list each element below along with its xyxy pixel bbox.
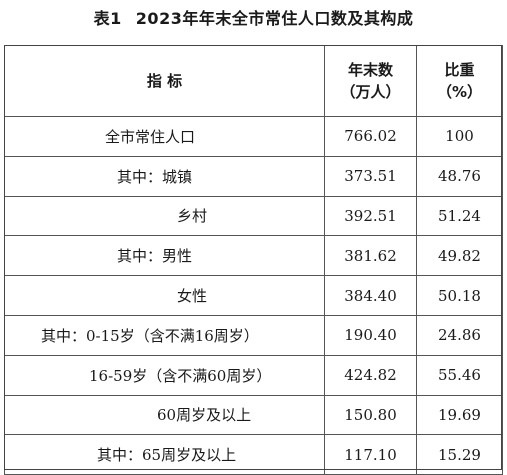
table-row: 女性 384.40 50.18 <box>4 275 503 316</box>
row-indicator: 16-59岁（含不满60周岁） <box>4 354 325 396</box>
header-share-line2: （%） <box>436 83 483 101</box>
row-share-value: 19.69 <box>416 394 503 436</box>
table-row: 其中：男性 381.62 49.82 <box>4 235 503 277</box>
row-indicator: 全市常住人口 <box>4 116 325 157</box>
row-share-value: 24.86 <box>416 314 503 356</box>
header-share-line1: 比重 <box>444 61 475 79</box>
row-year-end-value: 384.40 <box>324 275 417 316</box>
row-share-value: 48.76 <box>416 155 503 197</box>
row-year-end-value: 424.82 <box>324 354 417 396</box>
row-share-value: 49.82 <box>416 235 503 277</box>
table-frame <box>4 45 502 470</box>
table-number: 表1 <box>93 9 122 28</box>
row-year-end-value: 190.40 <box>324 314 417 356</box>
header-share: 比重 （%） <box>416 45 503 117</box>
table-row: 其中：城镇 373.51 48.76 <box>4 155 503 197</box>
row-share-value: 100 <box>416 116 503 157</box>
row-year-end-value: 381.62 <box>324 235 417 277</box>
table-row: 乡村 392.51 51.24 <box>4 195 503 237</box>
table-title-text: 2023年年末全市常住人口数及其构成 <box>135 9 414 28</box>
row-year-end-value: 117.10 <box>324 434 417 475</box>
header-indicator-label: 指 标 <box>146 72 183 90</box>
row-indicator: 女性 <box>4 275 325 316</box>
header-year-end: 年末数 （万人） <box>324 45 417 117</box>
row-indicator: 其中：城镇 <box>4 155 325 197</box>
row-share-value: 15.29 <box>416 434 503 475</box>
header-year-end-line2: （万人） <box>340 83 401 101</box>
row-indicator: 60周岁及以上 <box>4 394 325 436</box>
table-row: 全市常住人口 766.02 100 <box>4 116 503 157</box>
table-row: 其中：0-15岁（含不满16周岁） 190.40 24.86 <box>4 314 503 356</box>
row-indicator: 其中：65周岁及以上 <box>4 434 325 475</box>
row-share-value: 50.18 <box>416 275 503 316</box>
row-indicator: 乡村 <box>4 195 325 237</box>
header-row: 指 标 年末数 （万人） 比重 （%） <box>4 45 503 117</box>
table-row: 其中：65周岁及以上 117.10 15.29 <box>4 434 503 475</box>
row-indicator: 其中：男性 <box>4 235 325 277</box>
header-indicator: 指 标 <box>4 45 325 117</box>
table-row: 60周岁及以上 150.80 19.69 <box>4 394 503 436</box>
population-table: 指 标 年末数 （万人） 比重 （%） 全市常住人口 766.02 100 其中：城镇… <box>4 45 503 475</box>
table-title: 表1 2023年年末全市常住人口数及其构成 <box>0 5 507 29</box>
header-year-end-line1: 年末数 <box>347 61 393 79</box>
row-year-end-value: 373.51 <box>324 155 417 197</box>
row-year-end-value: 150.80 <box>324 394 417 436</box>
row-year-end-value: 766.02 <box>324 116 417 157</box>
